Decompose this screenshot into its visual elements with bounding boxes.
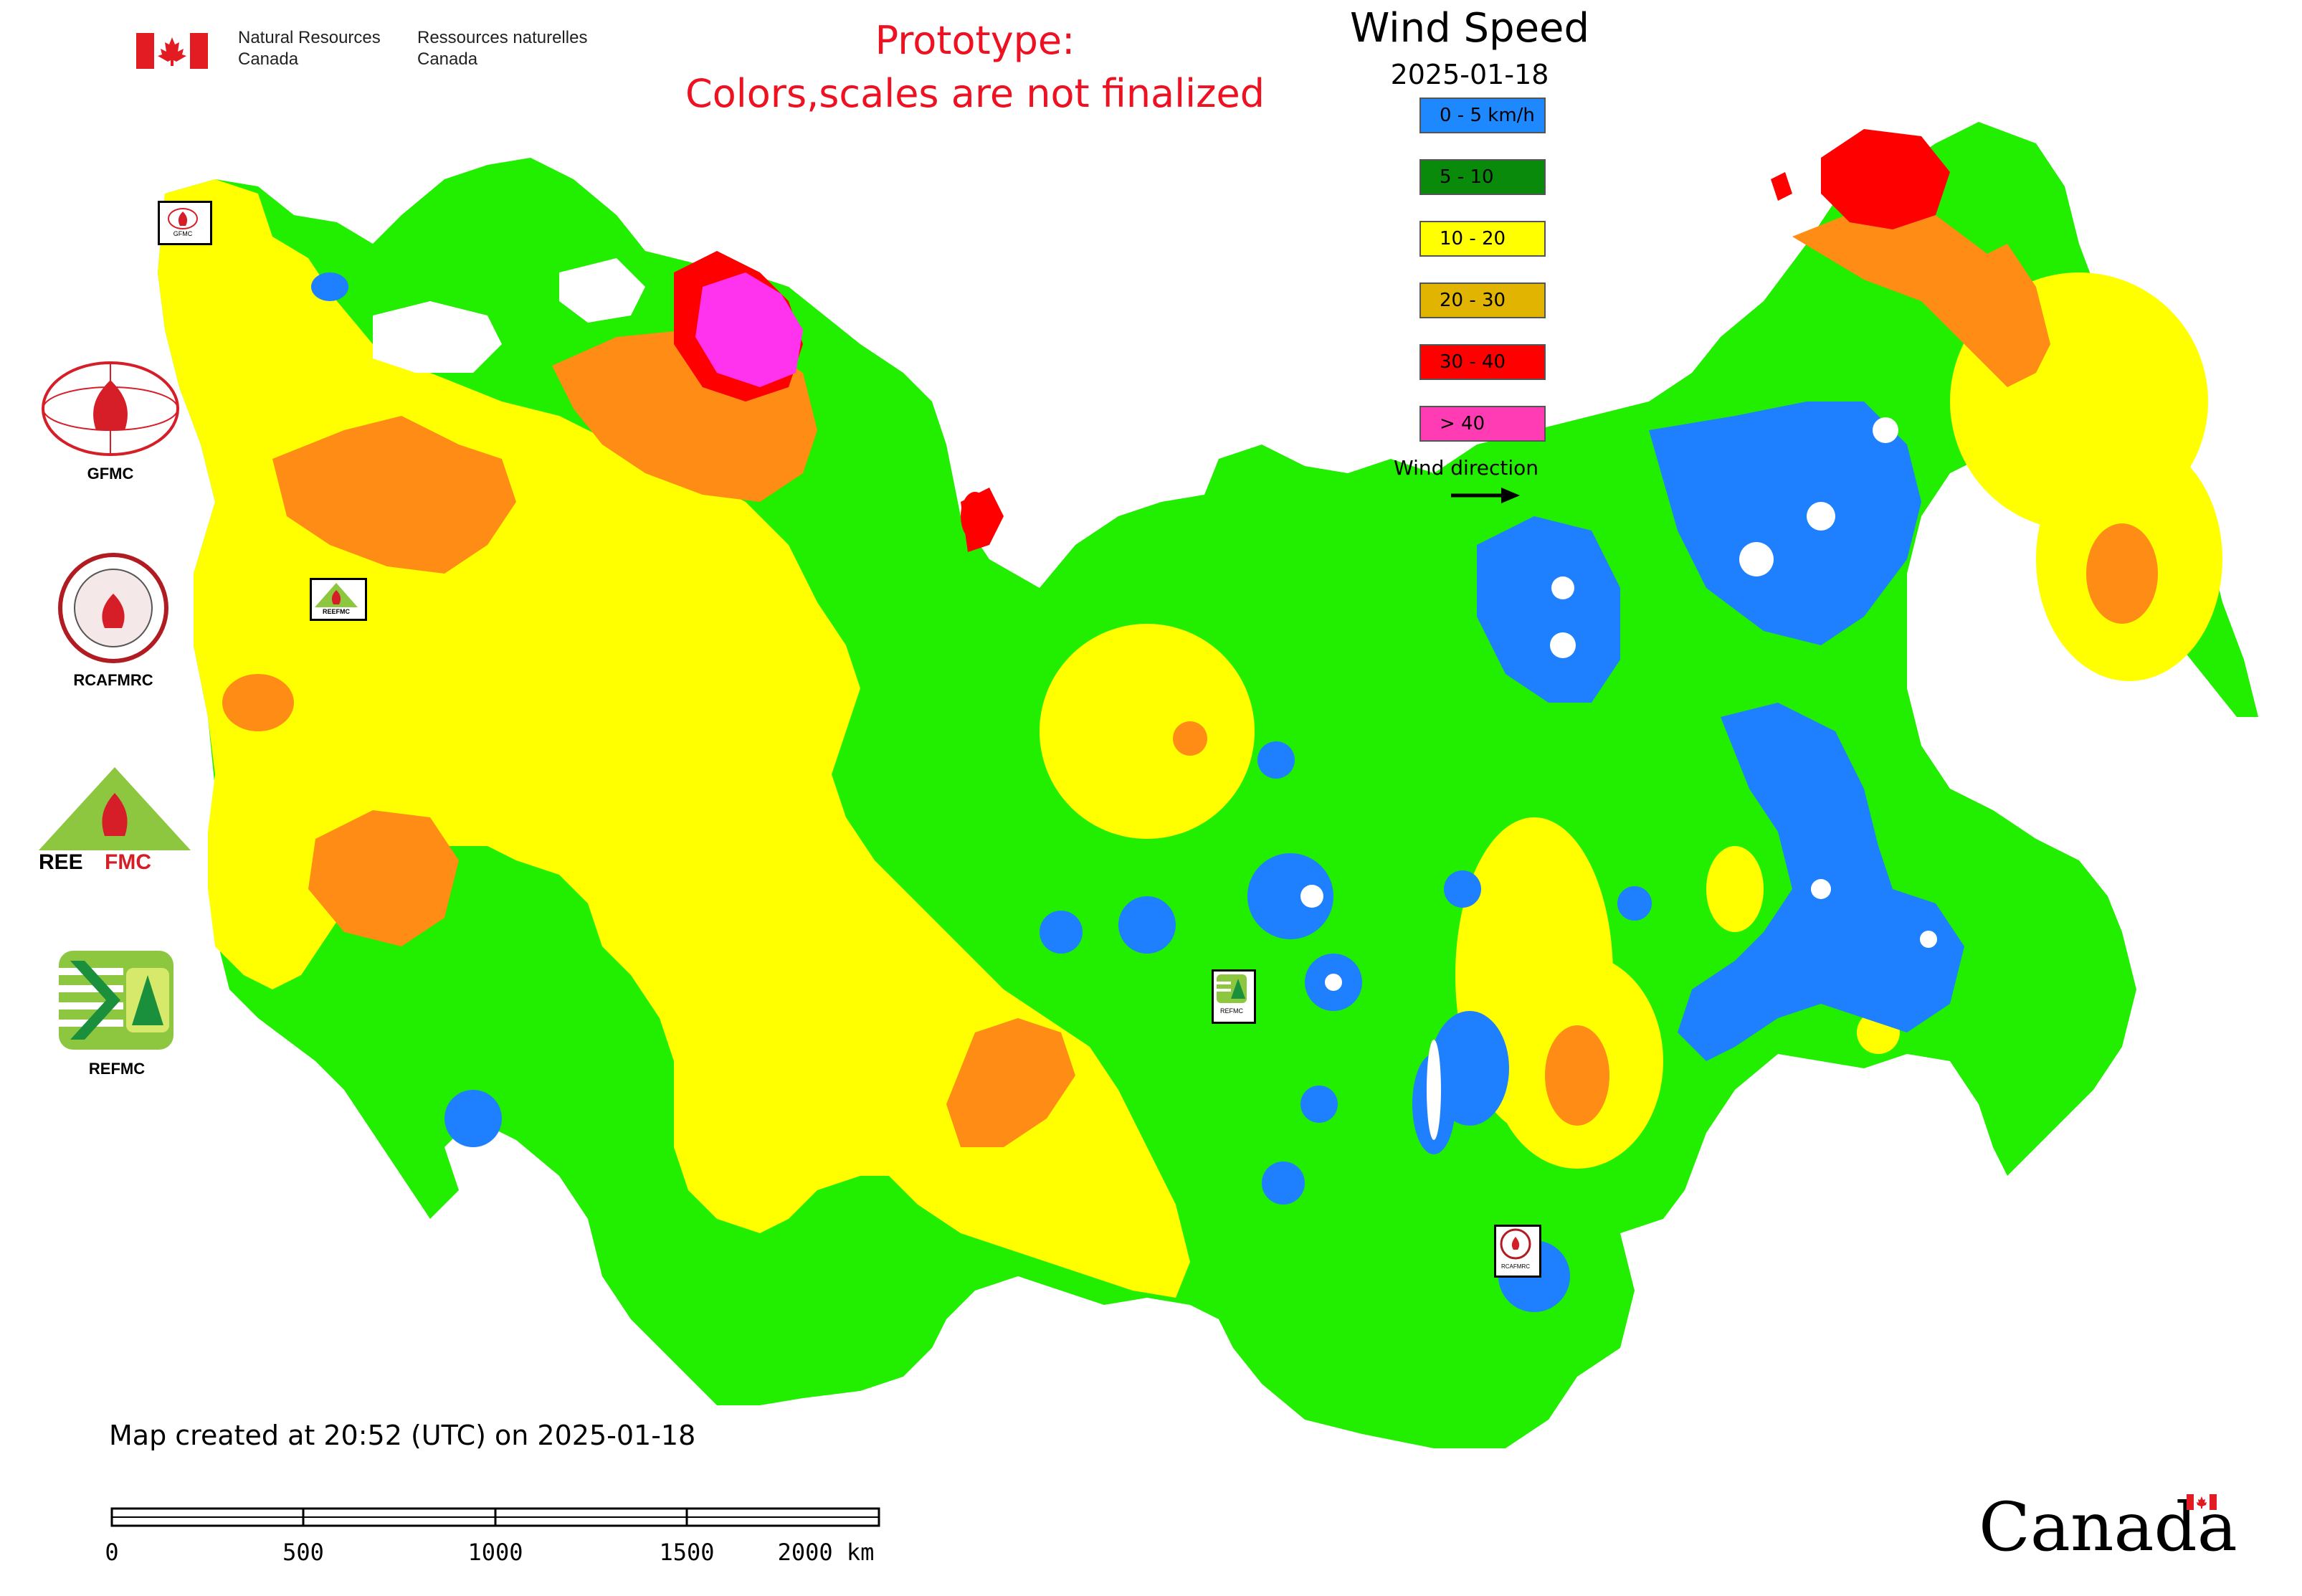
map-marker-gfmc[interactable]: GFMC xyxy=(158,201,212,245)
legend-item: 5 - 10 xyxy=(1419,159,1546,195)
prototype-notice: Prototype: Colors,scales are not finaliz… xyxy=(685,18,1265,116)
legend-item: 10 - 20 xyxy=(1419,221,1546,257)
map-marker-refmc[interactable]: REFMC xyxy=(1212,969,1256,1024)
legend-item: 0 - 5 km/h xyxy=(1419,98,1546,133)
refmc-logo-icon xyxy=(59,951,173,1050)
canada-wordmark-flag-icon xyxy=(2187,1494,2217,1510)
gfmc-logo-icon xyxy=(42,361,179,456)
scale-label: 1000 xyxy=(467,1539,523,1566)
rcafmrc-logo-icon xyxy=(58,553,168,663)
orange-islands xyxy=(1979,244,2050,373)
map-marker-reefmc[interactable]: REEFMC xyxy=(310,578,367,621)
svg-text:REEFMC: REEFMC xyxy=(323,608,351,614)
red-islands xyxy=(961,172,1792,552)
scale-label: 2000 km xyxy=(777,1539,875,1566)
partner-caption: REFMC xyxy=(88,1060,146,1078)
refmc-marker-icon: REFMC xyxy=(1217,974,1247,1015)
wind-direction-label: Wind direction xyxy=(1394,456,1538,480)
partner-refmc: REFMC xyxy=(56,946,178,1078)
scale-bar: 0 500 1000 1500 2000 km xyxy=(105,1501,883,1580)
map-title: Wind Speed xyxy=(1349,5,1590,52)
svg-text:FMC: FMC xyxy=(105,850,151,872)
partner-rcafmrc: RCAFMRC xyxy=(56,551,171,690)
water-bodies xyxy=(373,258,1937,1140)
map-created-note: Map created at 20:52 (UTC) on 2025-01-18 xyxy=(109,1420,696,1451)
wind-direction-arrow-icon xyxy=(1451,488,1520,503)
scale-bar-graphic xyxy=(110,1507,880,1527)
canada-flag-icon xyxy=(136,33,208,69)
nrcan-name-fr: Ressources naturelles Canada xyxy=(417,28,588,69)
scale-label: 500 xyxy=(282,1539,324,1566)
partner-caption: RCAFMRC xyxy=(73,671,153,689)
partner-caption: GFMC xyxy=(87,465,134,483)
blue-zones xyxy=(311,272,1964,1312)
legend-item: > 40 xyxy=(1419,406,1546,442)
legend-item: 30 - 40 xyxy=(1419,344,1546,380)
canada-wordmark: Canada xyxy=(1979,1488,2237,1567)
svg-text:REE: REE xyxy=(39,850,83,872)
nrcan-name-en: Natural Resources Canada xyxy=(238,28,381,69)
svg-text:RCAFMRC: RCAFMRC xyxy=(1501,1263,1530,1270)
scale-label: 0 xyxy=(105,1539,119,1566)
partner-reefmc: REE FMC xyxy=(36,764,194,875)
svg-text:REFMC: REFMC xyxy=(1220,1007,1243,1015)
legend-item: 20 - 30 xyxy=(1419,282,1546,318)
rcafmrc-marker-icon: RCAFMRC xyxy=(1500,1228,1531,1270)
scale-label: 1500 xyxy=(659,1539,715,1566)
map-date: 2025-01-18 xyxy=(1390,59,1549,90)
svg-text:GFMC: GFMC xyxy=(173,230,193,237)
partner-gfmc: GFMC xyxy=(39,358,182,483)
reefmc-logo-icon: REE FMC xyxy=(39,767,191,874)
gfmc-marker-icon: GFMC xyxy=(168,208,198,237)
reefmc-marker-icon: REEFMC xyxy=(315,583,358,615)
magenta-zone xyxy=(695,272,803,387)
map-marker-rcafmrc[interactable]: RCAFMRC xyxy=(1494,1225,1541,1278)
